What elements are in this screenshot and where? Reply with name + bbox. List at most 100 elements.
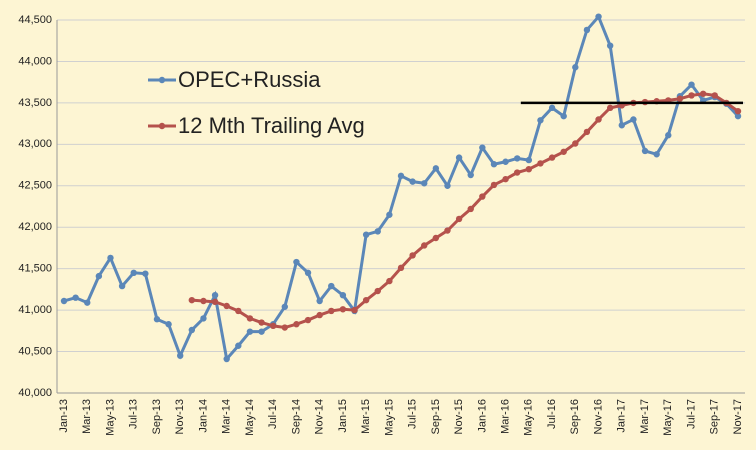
point — [142, 270, 149, 277]
x-tick-label: Nov-16 — [592, 399, 604, 434]
legend-text: OPEC+Russia — [178, 67, 321, 92]
point — [84, 299, 91, 306]
point — [525, 166, 533, 173]
point — [699, 90, 707, 97]
point — [258, 319, 265, 326]
x-tick-label: Sep-14 — [290, 399, 302, 434]
point — [235, 307, 242, 315]
point — [583, 26, 591, 34]
point — [572, 140, 579, 147]
point — [455, 215, 463, 223]
x-tick-label: Nov-13 — [174, 399, 186, 434]
point — [386, 211, 393, 218]
point — [409, 178, 416, 185]
point — [165, 321, 172, 328]
point — [60, 297, 68, 305]
x-tick-label: Mar-13 — [81, 399, 93, 434]
point — [606, 42, 614, 49]
x-tick-label: Mar-16 — [499, 399, 511, 434]
point — [618, 122, 625, 129]
point — [421, 180, 428, 187]
x-tick-label: Jul-13 — [128, 399, 140, 429]
point — [118, 282, 126, 290]
legend-marker — [158, 122, 166, 130]
point — [246, 328, 254, 335]
point — [548, 154, 556, 161]
y-tick-label: 40,500 — [18, 345, 52, 357]
point — [432, 234, 440, 242]
point — [467, 171, 474, 179]
point — [502, 158, 509, 165]
x-tick-label: May-14 — [244, 399, 256, 436]
point — [572, 64, 579, 71]
point — [281, 324, 288, 331]
x-tick-label: Jul-14 — [267, 399, 279, 429]
point — [397, 264, 405, 272]
point — [200, 315, 207, 322]
point — [676, 95, 684, 102]
point — [653, 151, 660, 158]
point — [304, 316, 312, 324]
point — [514, 155, 521, 162]
y-tick-label: 43,500 — [18, 97, 52, 109]
point — [688, 92, 695, 99]
point — [235, 342, 242, 349]
point — [328, 307, 335, 315]
point — [386, 277, 393, 285]
point — [339, 306, 347, 313]
point — [444, 182, 451, 189]
point — [188, 296, 196, 304]
x-tick-label: Nov-14 — [314, 399, 326, 434]
x-tick-label: Mar-14 — [221, 399, 233, 434]
x-tick-label: Jan-15 — [337, 399, 349, 433]
point — [223, 302, 230, 310]
x-tick-label: Jul-15 — [407, 399, 419, 429]
point — [293, 258, 300, 266]
point — [211, 298, 219, 306]
legend-text: 12 Mth Trailing Avg — [178, 113, 365, 138]
x-tick-label: Jul-17 — [685, 399, 697, 429]
y-tick-label: 41,500 — [18, 263, 52, 275]
x-tick-label: May-13 — [104, 399, 116, 436]
point — [339, 291, 347, 299]
x-tick-label: May-17 — [662, 399, 674, 436]
point — [502, 175, 509, 183]
point — [560, 112, 567, 120]
point — [281, 303, 288, 310]
point — [432, 165, 440, 172]
x-tick-label: Jul-16 — [546, 399, 558, 429]
point — [362, 296, 370, 304]
point — [304, 269, 312, 277]
point — [595, 116, 602, 123]
x-tick-label: Sep-15 — [430, 399, 442, 434]
point — [630, 116, 637, 123]
point — [211, 291, 219, 299]
x-tick-label: Mar-17 — [639, 399, 651, 434]
point — [548, 104, 556, 112]
x-tick-label: Sep-16 — [569, 399, 581, 434]
x-tick-label: Sep-17 — [709, 399, 721, 434]
point — [665, 132, 672, 139]
x-tick-label: Nov-17 — [732, 399, 744, 434]
x-tick-label: Jan-13 — [58, 399, 70, 433]
y-tick-label: 43,000 — [18, 138, 52, 150]
point — [525, 156, 533, 164]
point — [316, 297, 323, 305]
x-tick-label: Jan-17 — [616, 399, 628, 433]
y-tick-label: 42,500 — [18, 180, 52, 192]
y-tick-label: 44,000 — [18, 55, 52, 67]
x-tick-label: Mar-15 — [360, 399, 372, 434]
point — [711, 92, 718, 99]
point — [374, 228, 381, 235]
point — [107, 254, 114, 262]
x-tick-label: Jan-14 — [197, 399, 209, 433]
x-tick-label: Jan-16 — [476, 399, 488, 433]
point — [583, 128, 591, 136]
point — [409, 252, 416, 259]
point — [734, 112, 742, 120]
point — [479, 144, 486, 151]
x-tick-label: Sep-13 — [151, 399, 163, 434]
point — [200, 297, 207, 305]
